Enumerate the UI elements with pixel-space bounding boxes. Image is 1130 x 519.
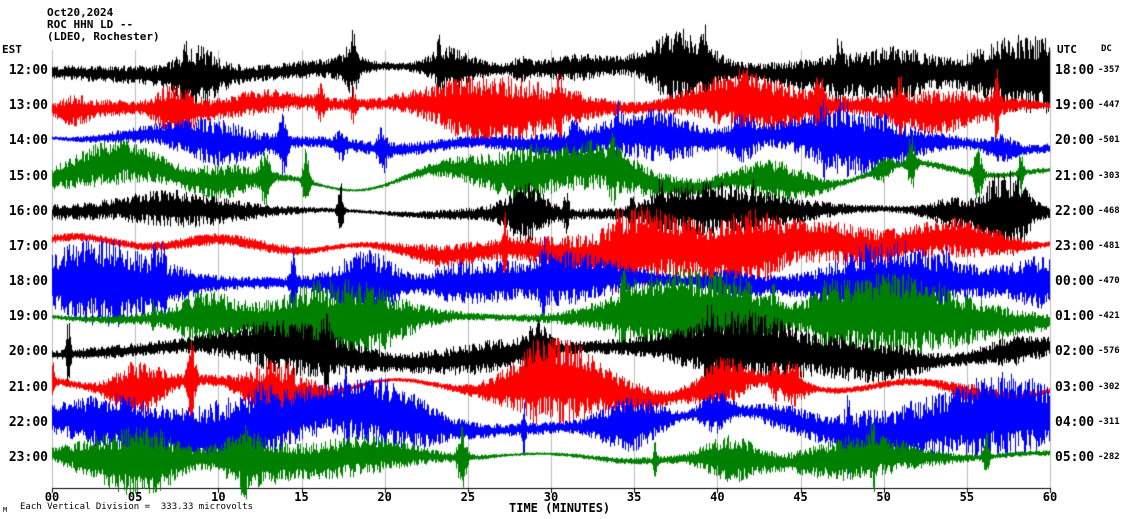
x-tick-label: 30 [543,490,559,504]
x-tick-label: 45 [793,490,808,504]
header-date: Oct20,2024 [47,6,114,19]
right-timezone-label: UTC [1057,43,1077,56]
est-time-label: 20:00 [8,344,48,360]
est-time-label: 21:00 [8,379,48,395]
x-axis-label: TIME (MINUTES) [509,501,611,515]
dc-offset-value: -576 [1098,346,1120,357]
dc-offset-value: -501 [1098,135,1120,146]
est-time-label: 15:00 [8,168,48,184]
x-tick-label: 40 [710,490,725,504]
utc-time-label: 21:00 [1055,168,1095,184]
est-time-label: 12:00 [8,63,48,78]
utc-time-label: 02:00 [1055,344,1095,360]
dc-offset-value: -282 [1098,451,1120,462]
x-tick-label: 25 [460,490,476,504]
x-tick-label: 05 [127,490,143,504]
x-tick-label: 50 [876,490,891,504]
utc-time-label: 05:00 [1055,449,1095,465]
dc-offset-value: -481 [1098,240,1120,251]
est-time-label: 19:00 [8,309,48,325]
utc-time-label: 20:00 [1055,133,1095,149]
dc-offset-value: -470 [1098,276,1120,287]
dc-offset-value: -421 [1098,311,1120,322]
x-tick-label: 60 [1042,490,1058,504]
utc-time-label: 22:00 [1055,203,1095,219]
x-tick-label: 15 [294,490,309,504]
x-tick-label: 20 [377,490,392,504]
utc-time-label: 03:00 [1055,379,1095,395]
corner-mark: M [3,506,8,514]
utc-time-label: 23:00 [1055,238,1095,254]
x-tick-label: 10 [211,490,226,504]
dc-offset-value: -303 [1098,170,1120,181]
dc-offset-value: -357 [1098,65,1120,75]
est-time-label: 16:00 [8,203,48,219]
dc-offset-value: -447 [1098,100,1120,111]
est-time-label: 13:00 [8,98,48,114]
left-timezone-label: EST [2,43,22,56]
utc-time-label: 04:00 [1055,414,1095,430]
dc-offset-value: -311 [1098,416,1120,427]
est-time-label: 23:00 [8,449,48,465]
header-location: (LDEO, Rochester) [47,30,160,43]
utc-time-label: 18:00 [1055,63,1095,78]
est-time-label: 18:00 [8,274,48,290]
est-time-label: 14:00 [8,133,48,149]
est-time-label: 17:00 [8,238,48,254]
utc-time-label: 00:00 [1055,274,1095,290]
est-time-label: 22:00 [8,414,48,430]
dc-column-label: DC [1101,44,1112,54]
x-tick-label: 35 [626,490,642,504]
x-tick-label: 55 [959,490,975,504]
dc-offset-value: -468 [1098,205,1120,216]
utc-time-label: 01:00 [1055,309,1095,325]
scale-note: Each Vertical Division = 333.33 microvol… [20,502,253,512]
utc-time-label: 19:00 [1055,98,1095,114]
header-station: ROC HHN LD -- [47,18,134,31]
x-tick-label: 00 [44,490,60,504]
dc-offset-value: -302 [1098,381,1120,392]
